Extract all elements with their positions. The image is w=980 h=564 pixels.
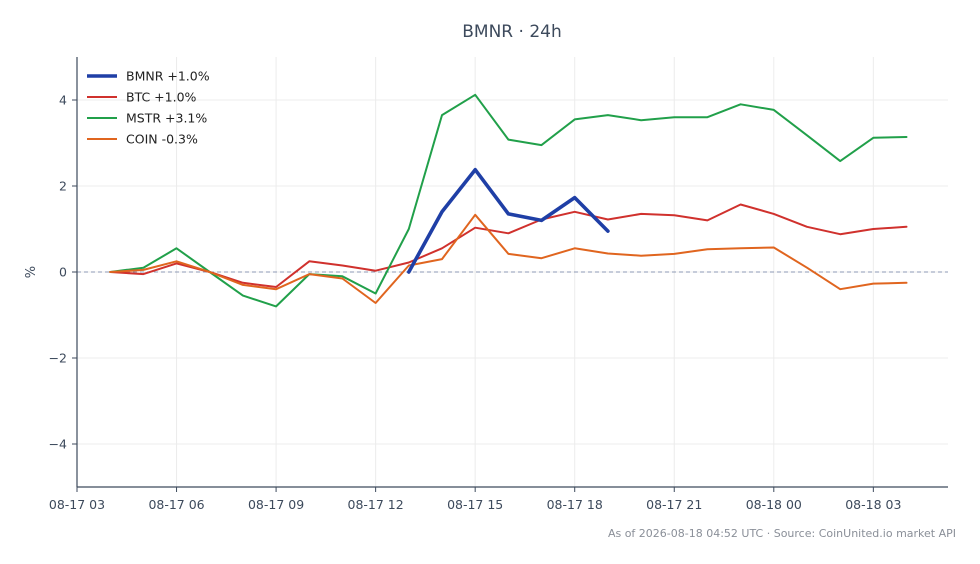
legend-label: BMNR +1.0%	[126, 69, 210, 84]
chart-title: BMNR · 24h	[462, 22, 561, 42]
x-tick-label: 08-17 09	[248, 497, 304, 512]
y-tick-label: 4	[59, 93, 67, 108]
y-axis-label: %	[24, 266, 39, 278]
legend-label: COIN -0.3%	[126, 132, 198, 147]
x-tick-label: 08-17 06	[148, 497, 204, 512]
legend-label: MSTR +3.1%	[126, 111, 207, 126]
x-tick-label: 08-17 03	[49, 497, 105, 512]
y-tick-label: 2	[59, 179, 67, 194]
tick-labels: 08-17 03 08-17 06 08-17 09 08-17 12 08-17 15…	[49, 93, 902, 513]
series-line-0	[406, 167, 610, 274]
y-tick-label: 0	[59, 265, 67, 280]
legend-label: BTC +1.0%	[126, 90, 197, 105]
series-lines	[109, 93, 908, 308]
x-tick-label: 08-18 00	[746, 497, 802, 512]
x-tick-label: 08-18 03	[845, 497, 901, 512]
x-tick-label: 08-17 12	[348, 497, 404, 512]
legend: BMNR +1.0% BTC +1.0% MSTR +3.1% COIN -0.3%	[87, 69, 210, 147]
y-tick-label: −2	[49, 351, 67, 366]
series-line-3	[109, 213, 908, 304]
x-tick-label: 08-17 15	[447, 497, 503, 512]
chart-footer: As of 2026-08-18 04:52 UTC · Source: Coi…	[608, 527, 956, 540]
x-tick-label: 08-17 21	[646, 497, 702, 512]
x-tick-label: 08-17 18	[547, 497, 603, 512]
y-tick-label: −4	[49, 437, 67, 452]
series-line-1	[109, 203, 908, 288]
series-line-2	[109, 93, 908, 308]
